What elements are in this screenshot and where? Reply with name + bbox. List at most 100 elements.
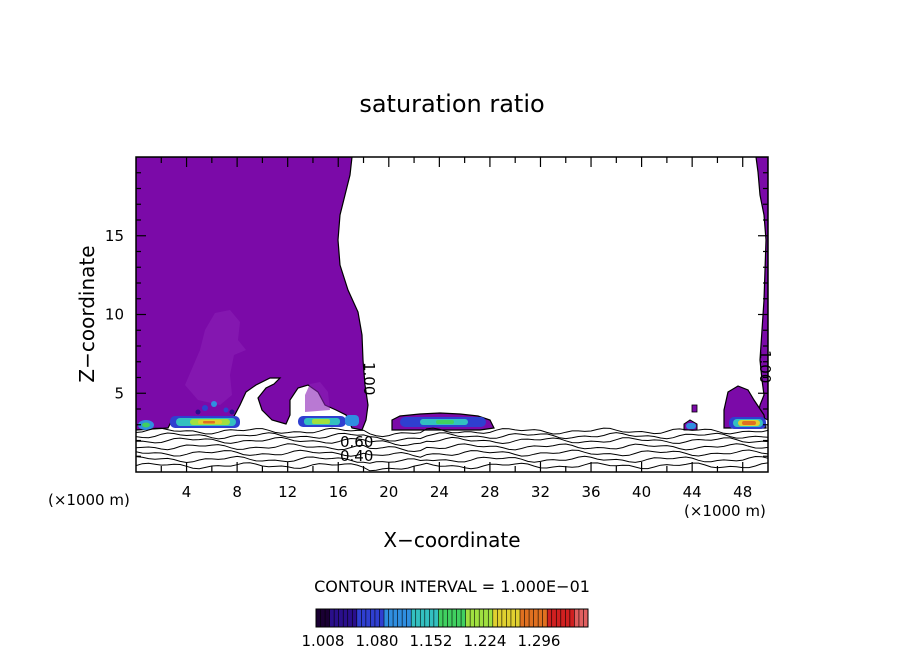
color-bar-segment <box>501 609 507 627</box>
color-bar-segment <box>560 609 566 627</box>
color-bar-segment <box>488 609 494 627</box>
color-bar-segment <box>551 609 557 627</box>
color-bar-segment <box>483 609 489 627</box>
color-bar-segment <box>361 609 367 627</box>
color-bar-segment <box>379 609 385 627</box>
subsaturated-contour-line <box>136 432 768 442</box>
x-tick-label: 36 <box>581 483 600 501</box>
color-bar-segment <box>433 609 439 627</box>
color-bar-frame <box>315 608 589 628</box>
color-bar-segment <box>461 609 467 627</box>
color-bar-segment <box>474 609 480 627</box>
color-bar-segment <box>320 609 326 627</box>
x-tick-label: 24 <box>430 483 449 501</box>
y-tick-label: 15 <box>105 227 124 245</box>
subsaturated-contour-line <box>136 427 768 438</box>
color-bar-segment <box>347 609 353 627</box>
color-bar-segment <box>578 609 584 627</box>
color-bar-segment <box>574 609 580 627</box>
color-bar-segment <box>520 609 526 627</box>
color-bar-segment <box>393 609 399 627</box>
contour-label-4: 1.00 <box>756 350 774 383</box>
color-bar-segment <box>470 609 476 627</box>
color-bar-segment <box>533 609 539 627</box>
color-bar-label: 1.296 <box>518 632 561 650</box>
color-bar-segment <box>343 609 349 627</box>
x-tick-label: 12 <box>278 483 297 501</box>
color-bar-segment <box>465 609 471 627</box>
x-axis-label: X−coordinate <box>383 528 520 552</box>
saturated-dot <box>691 404 698 413</box>
color-bar-segment <box>565 609 571 627</box>
x-tick-label: 4 <box>182 483 192 501</box>
cloud-cells <box>138 401 766 430</box>
color-bar-segment <box>384 609 390 627</box>
color-bar-segment <box>497 609 503 627</box>
color-bar-segment <box>402 609 408 627</box>
color-bar-segment <box>429 609 435 627</box>
color-bar-segment <box>492 609 498 627</box>
color-bar <box>315 608 589 628</box>
color-bar-segment <box>424 609 430 627</box>
y-tick-label: 10 <box>105 306 124 324</box>
plot-area <box>136 157 768 472</box>
x-tick-label: 40 <box>632 483 651 501</box>
x-tick-label: 8 <box>232 483 242 501</box>
color-bar-label: 1.224 <box>464 632 507 650</box>
color-bar-segment <box>397 609 403 627</box>
chart-title: saturation ratio <box>359 90 544 118</box>
color-bar-segment <box>515 609 521 627</box>
color-bar-segment <box>370 609 376 627</box>
color-bar-segment <box>556 609 562 627</box>
x-units-right: (×1000 m) <box>684 502 766 520</box>
color-bar-segment <box>365 609 371 627</box>
y-tick-label: 5 <box>114 384 124 402</box>
contour-interval-text: CONTOUR INTERVAL = 1.000E−01 <box>314 577 590 596</box>
color-bar-segment <box>411 609 417 627</box>
plume-mid <box>305 382 330 412</box>
color-bar-segment <box>442 609 448 627</box>
x-units-left: (×1000 m) <box>48 491 130 509</box>
subsaturated-contour-line <box>136 436 768 447</box>
color-bar-segment <box>415 609 421 627</box>
color-bar-segment <box>329 609 335 627</box>
subsaturated-contours <box>136 427 768 472</box>
color-bar-segment <box>352 609 358 627</box>
color-bar-label: 1.080 <box>356 632 399 650</box>
y-axis: 5 10 15 <box>105 172 768 457</box>
color-bar-segment <box>456 609 462 627</box>
x-tick-label: 44 <box>683 483 702 501</box>
color-bar-segment <box>356 609 362 627</box>
x-tick-label: 48 <box>733 483 752 501</box>
color-bar-segment <box>547 609 553 627</box>
color-bar-segment <box>438 609 444 627</box>
color-bar-segment <box>569 609 575 627</box>
color-bar-segment <box>506 609 512 627</box>
y-axis-label: Z−coordinate <box>75 245 99 382</box>
contour-label-3: 0.40 <box>340 447 373 465</box>
subsaturated-contour-line <box>136 462 768 472</box>
color-bar-segment <box>542 609 548 627</box>
color-bar-segment <box>334 609 340 627</box>
plume-left <box>185 310 246 405</box>
color-bar-segment <box>583 609 589 627</box>
subsaturated-contour-line <box>136 449 768 458</box>
color-bar-segment <box>447 609 453 627</box>
saturated-region-left <box>136 157 369 431</box>
color-bar-label: 1.152 <box>410 632 453 650</box>
x-axis: 4 8 12 16 20 24 28 32 36 40 44 48 <box>160 157 752 501</box>
color-bar-labels: 1.008 1.080 1.152 1.224 1.296 <box>302 632 561 650</box>
color-bar-segment <box>420 609 426 627</box>
color-bar-segment <box>452 609 458 627</box>
subsaturated-contour-line <box>136 455 768 464</box>
color-bar-segment <box>388 609 394 627</box>
x-tick-label: 32 <box>531 483 550 501</box>
color-bar-segment <box>529 609 535 627</box>
contour-label-1: 1.00 <box>360 362 378 395</box>
color-bar-segment <box>524 609 530 627</box>
color-bar-label: 1.008 <box>302 632 345 650</box>
color-bar-segment <box>338 609 344 627</box>
color-bar-segment <box>325 609 331 627</box>
x-tick-label: 16 <box>329 483 348 501</box>
